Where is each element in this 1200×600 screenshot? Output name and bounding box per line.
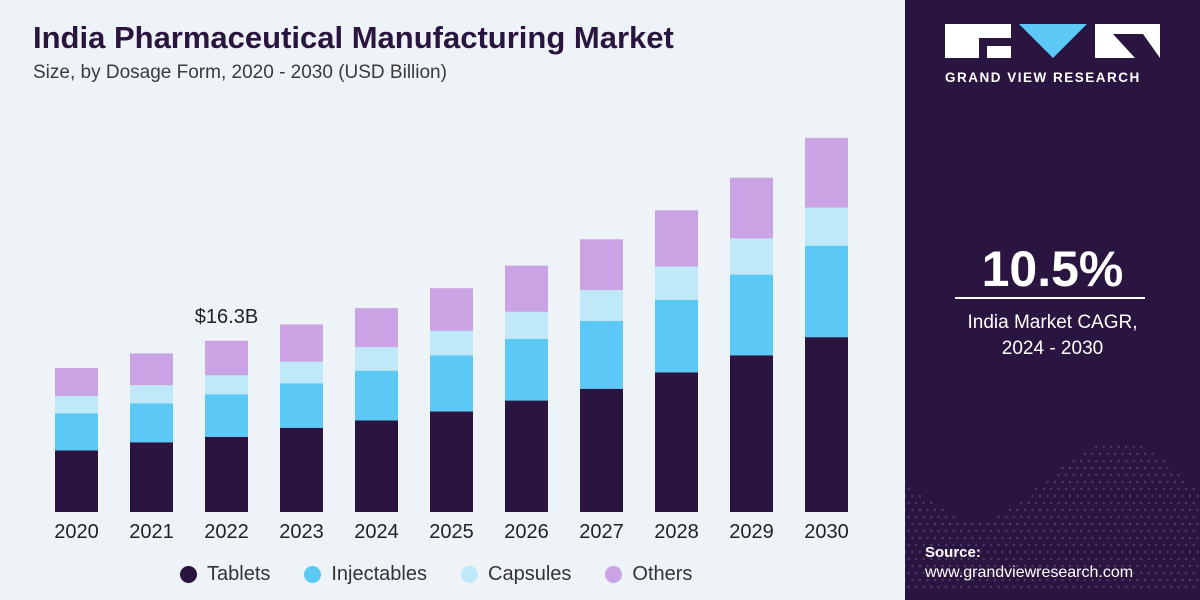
- bar-segment-injectables-2028: [655, 299, 698, 373]
- bar-segment-others-2022: [205, 340, 248, 376]
- bar-segment-injectables-2030: [805, 245, 848, 338]
- cagr-divider: [955, 297, 1145, 299]
- bar-segment-tablets-2020: [55, 450, 98, 512]
- brand-name: GRAND VIEW RESEARCH: [945, 70, 1141, 85]
- chart-title: India Pharmaceutical Manufacturing Marke…: [33, 20, 674, 55]
- cagr-label: India Market CAGR, 2024 - 2030: [905, 310, 1200, 362]
- chart-legend: Tablets Injectables Capsules Others: [180, 563, 692, 586]
- bar-segment-tablets-2022: [205, 436, 248, 512]
- bar-segment-injectables-2022: [205, 394, 248, 437]
- cagr-label-line2: 2024 - 2030: [1001, 338, 1104, 359]
- source-label: Source:: [925, 544, 981, 561]
- bar-segment-injectables-2024: [355, 370, 398, 421]
- legend-label: Injectables: [331, 563, 427, 585]
- legend-item-capsules: Capsules: [461, 563, 571, 586]
- x-tick-label: 2029: [729, 521, 774, 543]
- bar-segment-others-2025: [430, 288, 473, 331]
- decorative-dot-pattern: [905, 445, 1199, 589]
- bar-segment-injectables-2029: [730, 274, 773, 356]
- bar-segment-capsules-2022: [205, 375, 248, 395]
- bar-segment-capsules-2020: [55, 396, 98, 414]
- bar-segment-others-2029: [730, 177, 773, 239]
- bar-segment-tablets-2023: [280, 427, 323, 512]
- bar-segment-others-2030: [805, 137, 848, 208]
- bar-segment-others-2028: [655, 210, 698, 267]
- bar-segment-others-2021: [130, 353, 173, 386]
- bar-segment-capsules-2025: [430, 330, 473, 356]
- cagr-value: 10.5%: [981, 241, 1124, 297]
- bar-segment-tablets-2026: [505, 400, 548, 512]
- bar-segment-injectables-2020: [55, 413, 98, 451]
- chart-panel: India Pharmaceutical Manufacturing Marke…: [0, 0, 905, 600]
- x-tick-label: 2028: [654, 521, 699, 543]
- summary-panel: GRAND VIEW RESEARCH 10.5% India Market C…: [905, 0, 1200, 600]
- legend-label: Tablets: [207, 563, 271, 585]
- legend-item-others: Others: [605, 563, 692, 586]
- bar-segment-tablets-2027: [580, 388, 623, 512]
- bar-segment-tablets-2030: [805, 337, 848, 512]
- bar-segment-tablets-2028: [655, 372, 698, 512]
- bar-segment-injectables-2027: [580, 320, 623, 389]
- bar-segment-capsules-2028: [655, 266, 698, 300]
- x-tick-label: 2021: [129, 521, 174, 543]
- legend-label: Others: [632, 563, 693, 585]
- bar-segment-capsules-2023: [280, 361, 323, 384]
- bar-segment-others-2026: [505, 265, 548, 312]
- bar-segment-injectables-2023: [280, 383, 323, 428]
- bar-segment-tablets-2025: [430, 411, 473, 512]
- cagr-label-line1: India Market CAGR,: [967, 312, 1138, 333]
- stacked-bar-chart: 2020 2021 2022 $16.3B 2023 2024 2025 2026 2027 20…: [54, 137, 849, 543]
- bar-segment-capsules-2027: [580, 290, 623, 321]
- x-tick-label: 2020: [54, 521, 99, 543]
- bar-segment-capsules-2029: [730, 238, 773, 275]
- bar-segment-injectables-2021: [130, 403, 173, 443]
- bar-segment-capsules-2024: [355, 347, 398, 371]
- bar-segment-injectables-2025: [430, 355, 473, 412]
- bar-segment-capsules-2030: [805, 207, 848, 246]
- source-url[interactable]: www.grandviewresearch.com: [925, 564, 1134, 581]
- legend-swatch: [461, 566, 478, 583]
- gvr-logo-icon: [945, 24, 1160, 58]
- bar-segment-others-2027: [580, 239, 623, 291]
- source-block: Source: www.grandviewresearch.com: [925, 544, 1133, 582]
- bar-segment-others-2024: [355, 308, 398, 348]
- x-tick-label: 2030: [804, 521, 849, 543]
- legend-swatch: [304, 566, 322, 583]
- legend-swatch: [605, 566, 623, 583]
- bar-segment-tablets-2021: [130, 442, 173, 512]
- bar-segment-tablets-2024: [355, 420, 398, 512]
- legend-label: Capsules: [488, 563, 572, 585]
- legend-swatch: [180, 566, 197, 583]
- x-tick-label: 2026: [504, 521, 549, 543]
- x-tick-label: 2027: [579, 521, 624, 543]
- legend-item-injectables: Injectables: [304, 563, 427, 586]
- x-tick-label: 2023: [279, 521, 324, 543]
- bar-segment-injectables-2026: [505, 338, 548, 401]
- brand-logo: GRAND VIEW RESEARCH: [945, 24, 1160, 85]
- x-tick-label: 2025: [429, 521, 474, 543]
- bar-segment-capsules-2021: [130, 385, 173, 404]
- bar-segment-capsules-2026: [505, 311, 548, 339]
- x-tick-label: 2024: [354, 521, 399, 543]
- x-tick-label: 2022: [204, 521, 249, 543]
- chart-subtitle: Size, by Dosage Form, 2020 - 2030 (USD B…: [33, 62, 447, 83]
- bar-total-annotation: $16.3B: [195, 306, 258, 328]
- legend-item-tablets: Tablets: [180, 563, 270, 586]
- bar-segment-others-2023: [280, 324, 323, 362]
- bar-segment-others-2020: [55, 367, 98, 397]
- bar-segment-tablets-2029: [730, 355, 773, 512]
